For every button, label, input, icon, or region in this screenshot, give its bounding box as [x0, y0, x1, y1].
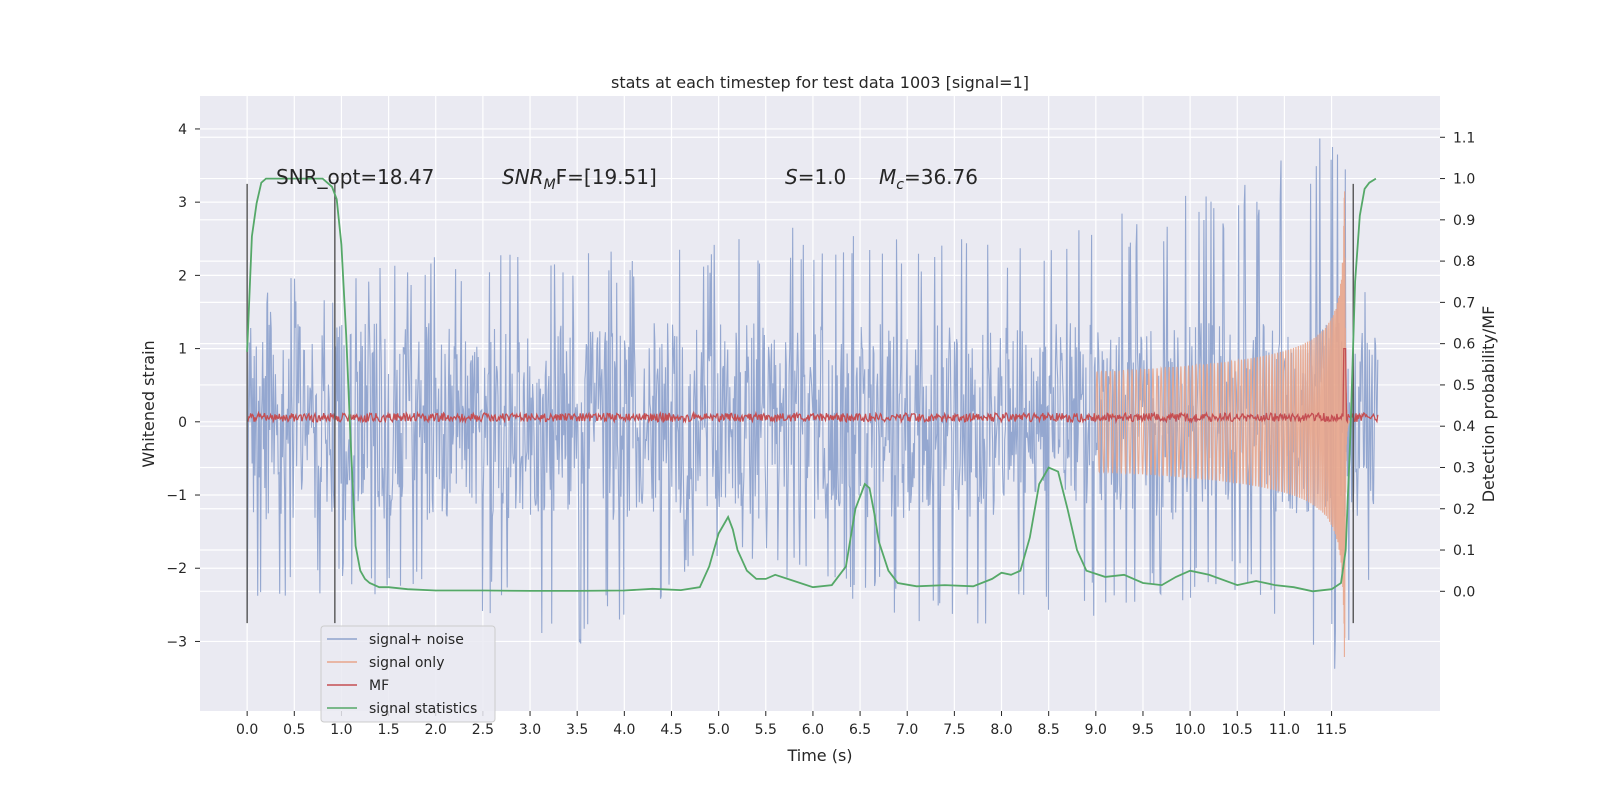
y2-tick-label: 0.1 — [1453, 543, 1475, 559]
legend-label-signal-only: signal only — [369, 655, 444, 671]
y2-tick-label: 0.7 — [1453, 295, 1475, 311]
series-signal-only — [1095, 191, 1351, 658]
annotation-s: S=1.0 — [785, 165, 846, 189]
x-tick-label: 2.0 — [425, 722, 447, 738]
annotation-mc-rest: =36.76 — [904, 165, 978, 189]
y2-tick-label: 1.1 — [1453, 130, 1475, 146]
vertical-markers — [246, 183, 1354, 624]
x-tick-label: 5.0 — [707, 722, 729, 738]
y2-tick-label: 1.0 — [1453, 172, 1475, 188]
y2-tick-label: 0.0 — [1453, 584, 1475, 600]
mf-line — [247, 347, 1379, 425]
y-tick-label: −3 — [166, 634, 187, 650]
annotation-snr-mf-main: SNR — [502, 165, 544, 189]
x-tick-label: 4.0 — [613, 722, 635, 738]
x-tick-label: 9.5 — [1132, 722, 1154, 738]
y2-tick-label: 0.3 — [1453, 460, 1475, 476]
x-axis-label: Time (s) — [786, 746, 852, 765]
annotation-s-main: S — [785, 165, 798, 189]
x-tick-label: 7.5 — [943, 722, 965, 738]
y2-tick-label: 0.6 — [1453, 337, 1475, 353]
legend-label-signal-noise: signal+ noise — [369, 632, 464, 648]
y-tick-label: 1 — [178, 342, 187, 358]
y2-axis-label: Detection probability/MF — [1479, 306, 1498, 503]
x-tick-label: 8.0 — [990, 722, 1012, 738]
y2-tick-label: 0.9 — [1453, 213, 1475, 229]
x-tick-label: 5.5 — [755, 722, 777, 738]
annotation-mc-sub: c — [896, 177, 904, 193]
legend: signal+ noise signal only MF signal stat… — [320, 625, 496, 723]
chart-title: stats at each timestep for test data 100… — [611, 73, 1029, 92]
y2-tick-label: 0.2 — [1453, 502, 1475, 518]
y-tick-label: −2 — [166, 561, 187, 577]
x-tick-label: 8.5 — [1038, 722, 1060, 738]
x-tick-label: 0.0 — [236, 722, 258, 738]
annotation-snr-opt: SNR_opt=18.47 — [276, 165, 434, 189]
x-tick-label: 11.5 — [1316, 722, 1347, 738]
ticks: 0.0 0.5 1.0 1.5 2.0 2.5 3.0 3.5 4.0 4.5 5.0 5.5 6.0 6… — [166, 122, 1475, 738]
x-tick-label: 1.5 — [377, 722, 399, 738]
x-tick-label: 2.5 — [472, 722, 494, 738]
legend-label-signal-statistics: signal statistics — [369, 701, 477, 717]
x-tick-label: 9.0 — [1085, 722, 1107, 738]
series-signal-statistics — [246, 177, 1377, 593]
legend-label-mf: MF — [369, 678, 389, 694]
y-tick-label: 2 — [178, 268, 187, 284]
signal-statistics-line — [246, 177, 1377, 593]
y-tick-label: 4 — [178, 122, 187, 138]
x-tick-label: 11.0 — [1269, 722, 1300, 738]
annotation-s-rest: =1.0 — [798, 165, 847, 189]
x-tick-label: 7.0 — [896, 722, 918, 738]
y2-tick-label: 0.5 — [1453, 378, 1475, 394]
y-tick-label: 0 — [178, 415, 187, 431]
legend-box — [320, 625, 496, 723]
x-tick-label: 6.5 — [849, 722, 871, 738]
signal-only-line — [1095, 191, 1351, 658]
y-tick-label: 3 — [178, 195, 187, 211]
x-tick-label: 4.5 — [660, 722, 682, 738]
x-tick-label: 10.0 — [1175, 722, 1206, 738]
annotation-snr-mf: SNRMF=[19.51] — [502, 165, 657, 193]
annotation-mc: Mc=36.76 — [879, 165, 978, 193]
annotation-snr-mf-sub: M — [544, 177, 556, 193]
annotation-snr-mf-rest: F=[19.51] — [556, 165, 657, 189]
y-tick-label: −1 — [166, 488, 187, 504]
y-axis-label: Whitened strain — [139, 340, 158, 467]
x-tick-label: 1.0 — [330, 722, 352, 738]
y2-tick-label: 0.4 — [1453, 419, 1475, 435]
x-tick-label: 6.0 — [802, 722, 824, 738]
x-tick-label: 3.5 — [566, 722, 588, 738]
annotation-mc-main: M — [879, 165, 896, 189]
x-tick-label: 0.5 — [283, 722, 305, 738]
series-mf — [247, 347, 1379, 425]
x-tick-label: 3.0 — [519, 722, 541, 738]
y2-tick-label: 0.8 — [1453, 254, 1475, 270]
x-tick-label: 10.5 — [1222, 722, 1253, 738]
